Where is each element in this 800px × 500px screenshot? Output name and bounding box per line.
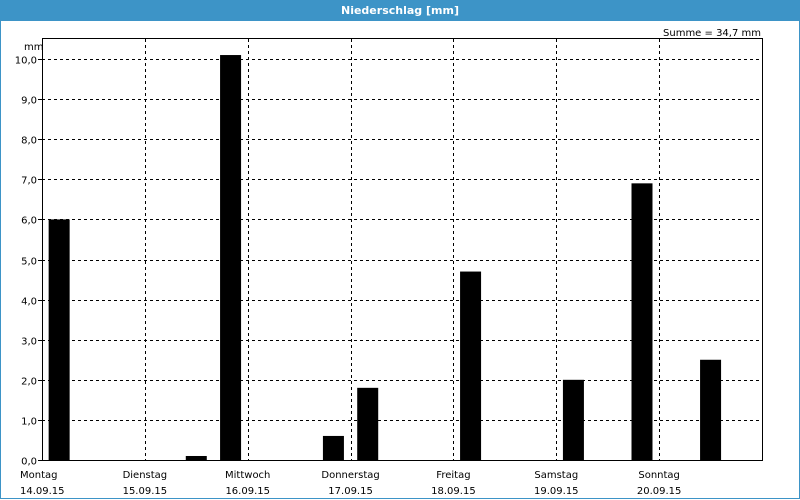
bar	[185, 455, 207, 460]
x-date-label: 17.09.15	[328, 486, 373, 497]
x-axis-labels: Montag 14.09.15 Dienstag 15.09.15 Mittwoch 16…	[20, 470, 681, 497]
sum-label: Summe = 34,7 mm	[663, 28, 761, 39]
y-tick-label: 7,0	[21, 176, 37, 187]
bar	[220, 55, 242, 461]
y-tick-label: 4,0	[21, 297, 37, 308]
y-axis-ticks: 0,0 1,0 2,0 3,0 4,0 5,0 6,0 7,0 8,0 9,0 10,0	[15, 56, 42, 468]
y-tick-label: 6,0	[21, 216, 37, 227]
plot-area	[42, 38, 763, 461]
bar	[631, 183, 653, 461]
y-axis-unit-label: mm	[24, 42, 43, 53]
y-tick-label: 10,0	[15, 56, 37, 67]
y-tick-label: 1,0	[21, 417, 37, 428]
x-date-label: 15.09.15	[123, 486, 168, 497]
x-day-label: Dienstag	[123, 470, 168, 481]
x-day-label: Montag	[20, 470, 57, 481]
y-tick-label: 2,0	[21, 377, 37, 388]
x-day-label: Sonntag	[638, 470, 680, 481]
bar	[357, 387, 379, 460]
y-tick-label: 8,0	[21, 136, 37, 147]
x-date-label: 20.09.15	[637, 486, 682, 497]
chart-title: Niederschlag [mm]	[0, 0, 800, 21]
x-day-label: Samstag	[534, 470, 578, 481]
y-tick-label: 5,0	[21, 257, 37, 268]
y-tick-label: 3,0	[21, 337, 37, 348]
x-date-label: 18.09.15	[431, 486, 476, 497]
y-tick-label: 9,0	[21, 96, 37, 107]
bar	[460, 271, 482, 460]
x-day-label: Freitag	[436, 470, 470, 481]
x-date-label: 19.09.15	[534, 486, 579, 497]
bar	[700, 359, 722, 460]
bar	[562, 379, 584, 460]
grid-lines	[42, 39, 762, 460]
bar	[48, 219, 70, 460]
x-day-label: Mittwoch	[225, 470, 270, 481]
bar	[322, 435, 344, 460]
bar-series	[48, 55, 722, 461]
x-date-label: 14.09.15	[20, 486, 65, 497]
y-tick-label: 0,0	[21, 457, 37, 468]
x-date-label: 16.09.15	[225, 486, 270, 497]
x-day-label: Donnerstag	[321, 470, 379, 481]
